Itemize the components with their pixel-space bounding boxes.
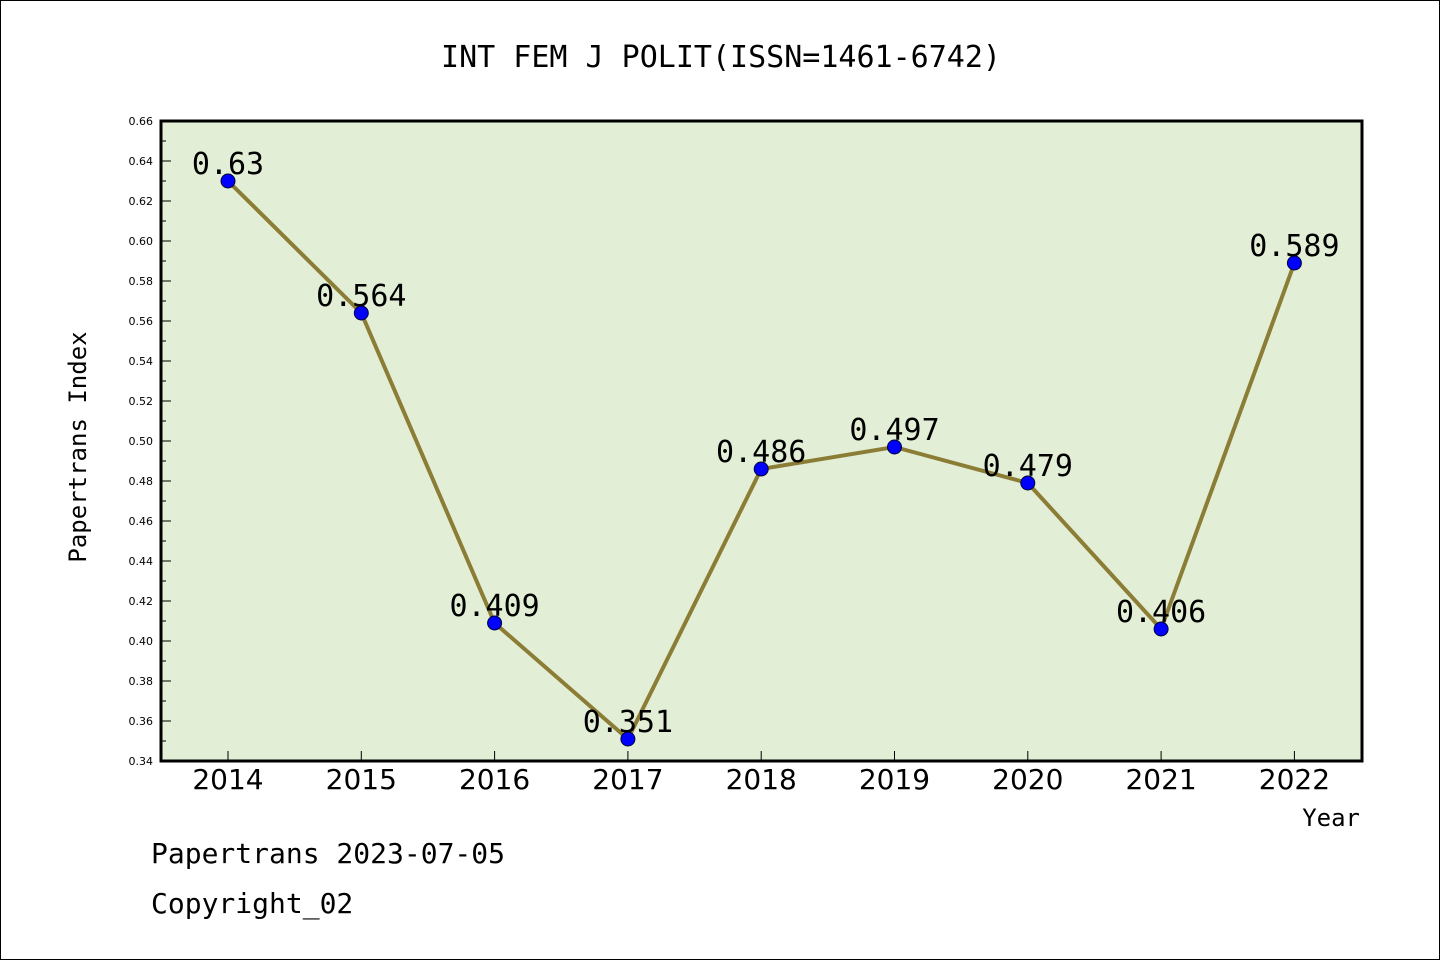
y-tick-label: 0.56 [129,315,154,328]
data-point [220,173,236,189]
x-tick-label: 2014 [192,763,263,796]
x-axis-label: Year [1302,804,1360,832]
y-tick-label: 0.36 [129,715,154,728]
y-axis-label: Papertrans Index [64,331,92,562]
data-point [487,615,503,631]
x-tick-label: 2022 [1259,763,1330,796]
y-tick-label: 0.48 [129,475,154,488]
data-point [1153,621,1169,637]
y-tick-label: 0.44 [129,555,154,568]
x-tick-label: 2016 [459,763,530,796]
plot-area [159,119,1364,763]
data-label: 0.497 [849,413,939,448]
y-tick-label: 0.62 [129,195,154,208]
y-tick-label: 0.64 [129,155,154,168]
x-axis: 2014 2015 2016 2017 2018 2019 2020 2021 2022 [192,751,1330,796]
data-label: 0.589 [1249,229,1339,264]
footer-source: Papertrans 2023-07-05 [151,837,506,870]
y-tick-label: 0.66 [129,115,154,128]
y-tick-label: 0.40 [129,635,154,648]
data-point [353,305,369,321]
data-label: 0.479 [983,449,1073,484]
y-tick-label: 0.38 [129,675,154,688]
data-point [753,461,769,477]
data-label: 0.351 [583,705,673,740]
x-tick-label: 2015 [326,763,397,796]
data-label: 0.564 [316,279,406,314]
x-tick-label: 2021 [1125,763,1196,796]
y-tick-label: 0.34 [129,755,154,768]
y-tick-label: 0.46 [129,515,154,528]
y-tick-label: 0.50 [129,435,154,448]
y-tick-label: 0.42 [129,595,154,608]
y-tick-label: 0.60 [129,235,154,248]
series: 0.63 0.564 0.409 0.351 0.486 0.497 0.479 0.406 0… [192,147,1340,747]
data-label: 0.486 [716,435,806,470]
data-label: 0.406 [1116,595,1206,630]
x-tick-label: 2020 [992,763,1063,796]
y-tick-label: 0.58 [129,275,154,288]
footer-copyright: Copyright_02 [151,887,354,920]
x-tick-label: 2018 [726,763,797,796]
data-point [620,731,636,747]
y-tick-label: 0.54 [129,355,154,368]
y-tick-label: 0.52 [129,395,154,408]
data-point [1020,475,1036,491]
chart-title: INT FEM J POLIT(ISSN=1461-6742) [441,40,1001,75]
data-label: 0.409 [449,589,539,624]
x-tick-label: 2017 [592,763,663,796]
data-point [1286,255,1302,271]
data-label: 0.63 [192,147,264,182]
y-axis: 0.34 0.36 0.38 0.40 0.42 0.44 0.46 0.48 0.50 0.52… [129,115,171,768]
x-tick-label: 2019 [859,763,930,796]
data-point [887,439,902,455]
